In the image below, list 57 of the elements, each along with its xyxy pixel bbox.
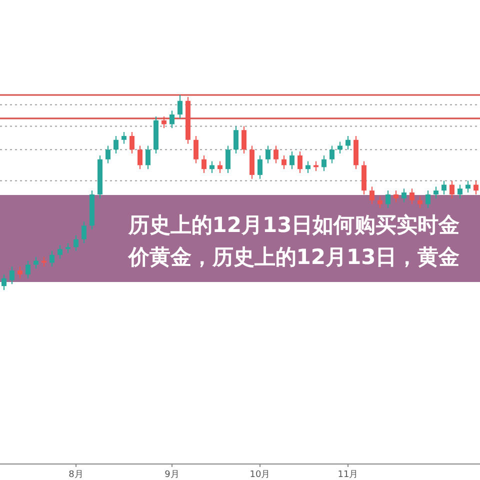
candlestick — [346, 135, 350, 150]
candlestick — [58, 244, 62, 260]
candlestick — [226, 145, 230, 174]
candlestick — [306, 160, 310, 174]
candlestick — [450, 180, 454, 199]
candlestick — [146, 145, 150, 170]
candlestick — [138, 145, 142, 170]
candlestick — [378, 196, 382, 209]
candlestick — [26, 260, 30, 279]
candlestick — [170, 110, 174, 129]
candlestick — [314, 160, 318, 172]
candlestick — [322, 154, 326, 172]
candlestick — [50, 250, 54, 268]
candlestick — [162, 116, 166, 129]
text: 历史上的12月13日如何购买实时金价黄金，历史上的12月13日，黄金 — [127, 213, 460, 269]
candlestick — [242, 126, 246, 154]
candlestick — [458, 184, 462, 199]
candlestick — [130, 132, 134, 154]
candlestick — [394, 190, 398, 203]
candlestick — [466, 180, 470, 193]
candlestick — [386, 190, 390, 209]
x-tick-label: 11月 — [338, 470, 358, 480]
candlestick — [274, 145, 278, 164]
candlestick — [402, 188, 406, 203]
candlestick — [234, 126, 238, 154]
candlestick — [2, 274, 6, 290]
candlestick — [82, 221, 86, 244]
candlestick — [10, 266, 14, 285]
x-tick-label: 8月 — [68, 470, 84, 480]
candlestick — [74, 234, 78, 252]
candlestick — [298, 151, 302, 174]
candlestick — [474, 180, 478, 195]
candlestick — [178, 94, 182, 119]
candlestick — [34, 256, 38, 270]
candlestick — [202, 154, 206, 174]
candlestick — [266, 145, 270, 164]
candlestick — [258, 154, 262, 180]
x-tick-label: 9月 — [164, 470, 180, 480]
candlestick — [338, 141, 342, 154]
candlestick — [410, 188, 414, 205]
candlestick — [282, 154, 286, 170]
candlestick — [442, 180, 446, 195]
candlestick — [370, 186, 374, 205]
candlestick — [434, 186, 438, 199]
x-tick-label: 10月 — [250, 470, 270, 480]
candlestick — [194, 135, 198, 164]
candlestick — [122, 132, 126, 144]
candlestick — [426, 190, 430, 209]
candlestick — [106, 145, 110, 164]
candlestick — [290, 151, 294, 170]
candlestick — [114, 135, 118, 154]
candlestick — [210, 160, 214, 174]
candlestick — [418, 196, 422, 209]
candlestick — [18, 266, 22, 279]
candlestick — [66, 242, 70, 254]
candlestick — [330, 145, 334, 164]
candlestick — [218, 160, 222, 174]
